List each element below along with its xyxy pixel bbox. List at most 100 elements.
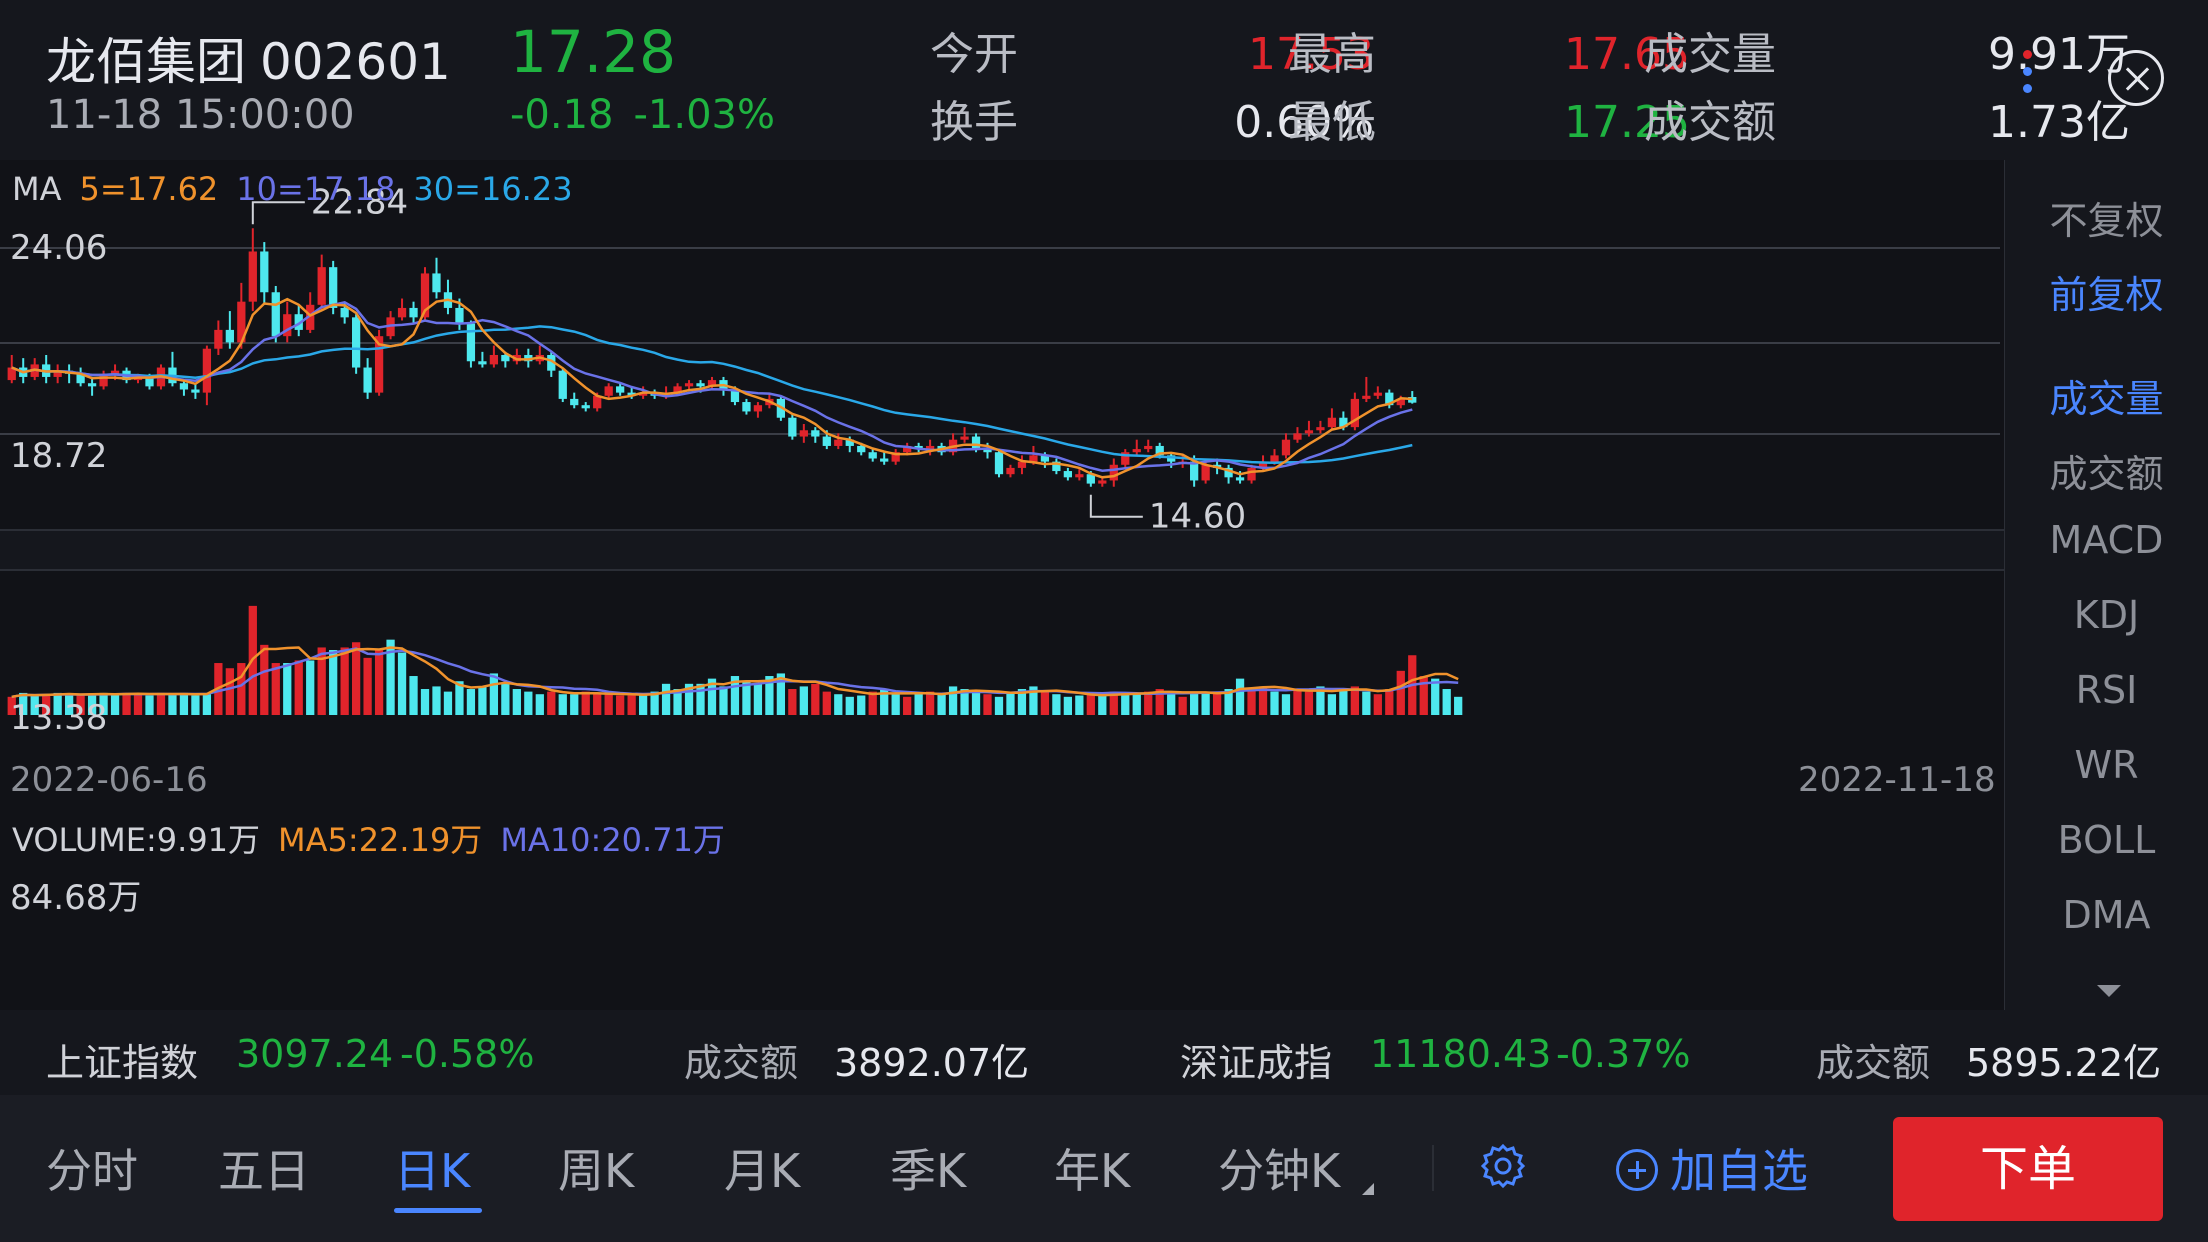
volume-bar bbox=[638, 694, 648, 715]
kline-canvas[interactable]: 22.84 14.60 bbox=[0, 160, 2005, 1010]
candle-body bbox=[397, 307, 407, 318]
candle-body bbox=[1373, 392, 1382, 396]
ma30-line bbox=[11, 325, 1413, 465]
volume-bar bbox=[1052, 694, 1061, 715]
volume-bar bbox=[845, 696, 854, 715]
side-item-forward-adjust[interactable]: 前复权 bbox=[2049, 273, 2164, 317]
add-favorite-button[interactable]: 加自选 bbox=[1616, 1135, 1808, 1201]
last-price: 17.28 bbox=[510, 18, 677, 86]
dropdown-corner-icon bbox=[1362, 1183, 1374, 1195]
side-item-kdj[interactable]: KDJ bbox=[2073, 593, 2140, 637]
volume-bar bbox=[558, 694, 567, 715]
quote-volume: 成交量 9.91万 bbox=[1644, 18, 2130, 82]
quote-time: 11-18 15:00:00 bbox=[46, 92, 355, 138]
volume-bar bbox=[202, 694, 212, 715]
volume-bar bbox=[707, 678, 717, 715]
chevron-down-icon[interactable] bbox=[2097, 985, 2121, 997]
volume-bar bbox=[1258, 686, 1268, 715]
y-axis-max: 24.06 bbox=[10, 228, 108, 268]
side-item-volume[interactable]: 成交量 bbox=[2049, 377, 2164, 421]
side-item-amount[interactable]: 成交额 bbox=[2049, 452, 2164, 496]
candle-body bbox=[914, 445, 923, 450]
candle-body bbox=[891, 452, 900, 462]
volume-bar bbox=[604, 694, 613, 715]
volume-bar bbox=[1281, 694, 1291, 715]
date-strip bbox=[0, 530, 2005, 570]
volume-bar bbox=[145, 695, 154, 715]
quote-value: 17.25 bbox=[1564, 97, 1690, 148]
volume-bar bbox=[351, 642, 361, 715]
max-marker bbox=[251, 201, 305, 225]
tab-daily-k[interactable]: 日K bbox=[394, 1144, 471, 1198]
volume-value: VOLUME:9.91万 bbox=[12, 821, 261, 859]
side-item-macd[interactable]: MACD bbox=[2049, 518, 2164, 562]
candle-body bbox=[76, 373, 85, 384]
volume-bar bbox=[99, 692, 108, 715]
candle-body bbox=[478, 361, 487, 365]
volume-bar bbox=[524, 691, 533, 715]
place-order-button[interactable]: 下单 bbox=[1893, 1117, 2163, 1221]
volume-bar bbox=[1442, 689, 1451, 715]
candle-body bbox=[1144, 445, 1153, 450]
tab-yearly-k[interactable]: 年K bbox=[1054, 1144, 1131, 1198]
kline-chart[interactable]: 22.84 14.60 bbox=[0, 160, 2005, 1010]
candle-body bbox=[593, 395, 602, 409]
candle-body bbox=[1132, 449, 1141, 453]
side-item-wr[interactable]: WR bbox=[2074, 743, 2139, 787]
candle-body bbox=[1281, 439, 1291, 456]
tab-five-day[interactable]: 五日 bbox=[218, 1144, 310, 1198]
candle-body bbox=[673, 386, 682, 393]
tab-quarterly-k[interactable]: 季K bbox=[890, 1144, 967, 1198]
ma30-value: 30=16.23 bbox=[413, 170, 573, 208]
tab-weekly-k[interactable]: 周K bbox=[558, 1144, 635, 1198]
candle-body bbox=[627, 392, 636, 396]
volume-bar bbox=[535, 694, 544, 715]
volume-bar bbox=[65, 694, 74, 715]
volume-bar bbox=[283, 663, 292, 715]
volume-bar bbox=[684, 683, 694, 715]
candle-body bbox=[880, 458, 889, 462]
volume-bar bbox=[1155, 689, 1164, 715]
candle-body bbox=[1109, 464, 1118, 481]
side-item-rsi[interactable]: RSI bbox=[2075, 668, 2138, 712]
volume-bar bbox=[822, 691, 831, 715]
volume-ma5: MA5:22.19万 bbox=[278, 821, 483, 859]
volume-bar bbox=[7, 696, 16, 715]
quote-value: 0.60% bbox=[1234, 97, 1374, 148]
volume-bar bbox=[1235, 678, 1245, 715]
quote-value: 1.73亿 bbox=[1988, 97, 2130, 148]
side-item-boll[interactable]: BOLL bbox=[2057, 818, 2156, 862]
side-item-dma[interactable]: DMA bbox=[2062, 893, 2151, 937]
volume-bar bbox=[53, 692, 62, 715]
close-icon[interactable] bbox=[2108, 50, 2164, 106]
candle-body bbox=[616, 386, 625, 393]
volume-bar bbox=[122, 692, 131, 715]
volume-bar bbox=[1304, 691, 1314, 715]
add-favorite-label: 加自选 bbox=[1670, 1144, 1808, 1198]
candle-body bbox=[1040, 455, 1050, 462]
candle-body bbox=[351, 317, 361, 368]
candle-body bbox=[925, 445, 935, 450]
tab-minute-k[interactable]: 分钟K bbox=[1218, 1144, 1341, 1198]
quote-label: 成交量 bbox=[1644, 29, 1776, 80]
volume-bar bbox=[765, 676, 774, 715]
candle-body bbox=[1293, 433, 1302, 440]
ma10-value: 10=17.18 bbox=[236, 170, 396, 208]
sz-amount: 5895.22亿 bbox=[1966, 1041, 2162, 1085]
volume-bar bbox=[340, 647, 349, 715]
candle-body bbox=[684, 383, 694, 387]
candle-body bbox=[329, 267, 338, 308]
gear-icon[interactable] bbox=[1478, 1141, 1528, 1191]
candle-body bbox=[730, 389, 740, 403]
volume-bar bbox=[225, 668, 234, 715]
tab-monthly-k[interactable]: 月K bbox=[724, 1144, 801, 1198]
candle-body bbox=[1304, 430, 1314, 434]
candle-body bbox=[1121, 452, 1130, 465]
side-item-no-adjust[interactable]: 不复权 bbox=[2049, 199, 2164, 243]
candle-body bbox=[845, 439, 854, 446]
sh-amount: 3892.07亿 bbox=[834, 1041, 1030, 1085]
more-icon[interactable] bbox=[2020, 50, 2034, 106]
tab-intraday[interactable]: 分时 bbox=[46, 1144, 138, 1198]
index-ticker[interactable]: 上证指数 3097.24 -0.58% 成交额 3892.07亿 深证成指 11… bbox=[0, 1010, 2208, 1095]
candle-body bbox=[604, 386, 613, 396]
